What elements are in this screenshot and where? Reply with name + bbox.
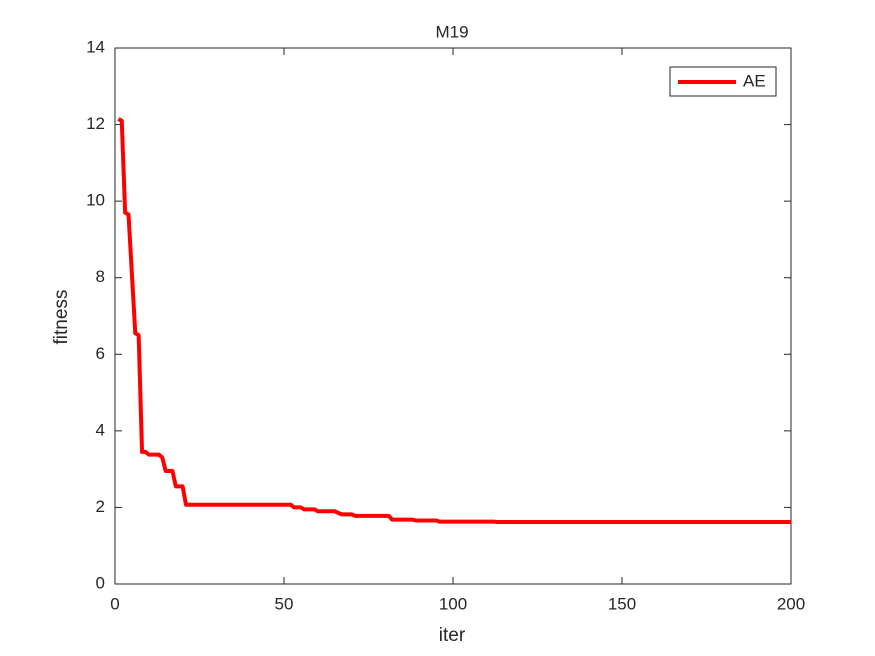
- y-axis-label: fitness: [51, 290, 72, 345]
- y-tick-label: 6: [96, 344, 105, 363]
- y-tick-label: 12: [86, 114, 105, 133]
- y-tick-label: 10: [86, 191, 105, 210]
- y-tick-label: 8: [96, 267, 105, 286]
- y-tick-label: 0: [96, 573, 105, 592]
- legend-box: [669, 66, 777, 97]
- legend-label: AE: [743, 71, 766, 90]
- x-tick-label: 0: [110, 594, 119, 613]
- y-tick-label: 4: [96, 420, 105, 439]
- x-tick-label: 100: [439, 594, 467, 613]
- chart-title: M19: [435, 22, 468, 41]
- x-axis-label: iter: [439, 625, 466, 646]
- x-tick-label: 150: [608, 594, 636, 613]
- data-line: [117, 117, 791, 524]
- y-tick-label: 14: [86, 37, 105, 56]
- x-tick-label: 50: [275, 594, 294, 613]
- y-tick-label: 2: [96, 497, 105, 516]
- x-tick-label: 200: [777, 594, 805, 613]
